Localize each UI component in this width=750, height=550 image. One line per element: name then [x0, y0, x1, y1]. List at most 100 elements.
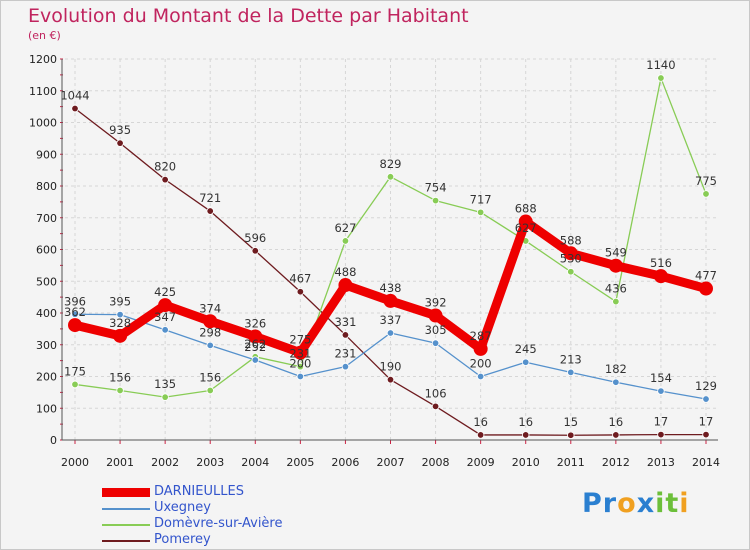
legend-item: DARNIEULLES	[98, 485, 358, 501]
data-label: 717	[470, 192, 492, 206]
legend-swatch	[102, 488, 150, 497]
data-label: 182	[605, 362, 627, 376]
data-label: 337	[380, 313, 402, 327]
data-label: 213	[560, 352, 582, 366]
data-point	[113, 329, 127, 343]
data-point	[703, 191, 710, 198]
data-label: 326	[244, 316, 266, 330]
legend-swatch	[102, 540, 150, 542]
y-tick-label: 1100	[29, 85, 57, 98]
data-label: 374	[199, 301, 221, 315]
legend-swatch	[102, 508, 150, 510]
data-point	[162, 176, 169, 183]
proxiti-logo: Proxiti	[582, 488, 690, 519]
data-point	[338, 278, 352, 292]
data-point	[477, 373, 484, 380]
data-label: 17	[699, 415, 714, 429]
data-point	[72, 105, 79, 112]
data-label: 16	[518, 415, 533, 429]
data-point	[613, 298, 620, 305]
data-point	[207, 342, 214, 349]
data-label: 477	[695, 269, 717, 283]
data-point	[387, 173, 394, 180]
logo-letter: r	[603, 488, 617, 519]
data-point	[429, 309, 443, 323]
data-label: 231	[334, 347, 356, 361]
x-tick-label: 2014	[692, 456, 720, 469]
data-label: 516	[650, 256, 672, 270]
data-point	[699, 282, 713, 296]
y-tick-label: 800	[36, 180, 57, 193]
data-label: 395	[109, 295, 131, 309]
data-point	[658, 75, 665, 82]
data-label: 392	[425, 296, 447, 310]
data-label: 549	[605, 246, 627, 260]
x-tick-label: 2009	[467, 456, 495, 469]
data-point	[477, 209, 484, 216]
data-label: 156	[199, 370, 221, 384]
data-label: 596	[244, 231, 266, 245]
data-label: 154	[650, 371, 672, 385]
data-point	[703, 431, 710, 438]
data-label: 820	[154, 160, 176, 174]
data-point	[207, 208, 214, 215]
data-label: 135	[154, 377, 176, 391]
data-label: 200	[470, 357, 492, 371]
legend-label: Pomerey	[154, 532, 211, 547]
data-point	[703, 396, 710, 403]
x-tick-label: 2004	[241, 456, 269, 469]
y-tick-label: 0	[50, 434, 57, 447]
data-point	[613, 379, 620, 386]
data-point	[162, 327, 169, 334]
x-tick-label: 2012	[602, 456, 630, 469]
y-tick-label: 1200	[29, 53, 57, 66]
data-label: 688	[515, 202, 537, 216]
data-point	[567, 369, 574, 376]
y-tick-label: 900	[36, 148, 57, 161]
data-label: 305	[425, 323, 447, 337]
y-tick-label: 200	[36, 371, 57, 384]
data-point	[162, 394, 169, 401]
data-label: 175	[64, 364, 86, 378]
data-label: 190	[380, 360, 402, 374]
data-label: 754	[425, 181, 447, 195]
logo-letter: o	[617, 488, 637, 519]
data-point	[654, 269, 668, 283]
data-point	[117, 140, 124, 147]
data-point	[252, 357, 259, 364]
logo-letter: i	[679, 488, 689, 519]
legend-label: Uxegney	[154, 500, 211, 515]
legend-item: Pomerey	[98, 533, 358, 549]
logo-letter: t	[665, 488, 679, 519]
data-point	[432, 197, 439, 204]
data-point	[609, 259, 623, 273]
y-tick-label: 700	[36, 212, 57, 225]
y-tick-label: 500	[36, 275, 57, 288]
data-label: 331	[334, 315, 356, 329]
data-point	[522, 359, 529, 366]
data-label: 467	[289, 272, 311, 286]
data-label: 298	[199, 325, 221, 339]
chart-legend: DARNIEULLESUxegneyDomèvre-sur-AvièrePome…	[98, 485, 358, 549]
data-label: 436	[605, 282, 627, 296]
data-label: 347	[154, 310, 176, 324]
data-label: 488	[334, 265, 356, 279]
data-label: 935	[109, 123, 131, 137]
x-tick-label: 2001	[106, 456, 134, 469]
x-tick-label: 2008	[422, 456, 450, 469]
data-label: 530	[560, 252, 582, 266]
x-tick-label: 2003	[196, 456, 224, 469]
y-tick-label: 300	[36, 339, 57, 352]
legend-label: Domèvre-sur-Avière	[154, 516, 283, 531]
x-tick-label: 2011	[557, 456, 585, 469]
x-tick-label: 2007	[377, 456, 405, 469]
data-point	[387, 376, 394, 383]
data-label: 627	[334, 221, 356, 235]
legend-item: Uxegney	[98, 501, 358, 517]
legend-label: DARNIEULLES	[154, 484, 244, 499]
data-label: 16	[609, 415, 624, 429]
y-tick-label: 100	[36, 402, 57, 415]
data-label: 106	[425, 386, 447, 400]
data-point	[252, 247, 259, 254]
